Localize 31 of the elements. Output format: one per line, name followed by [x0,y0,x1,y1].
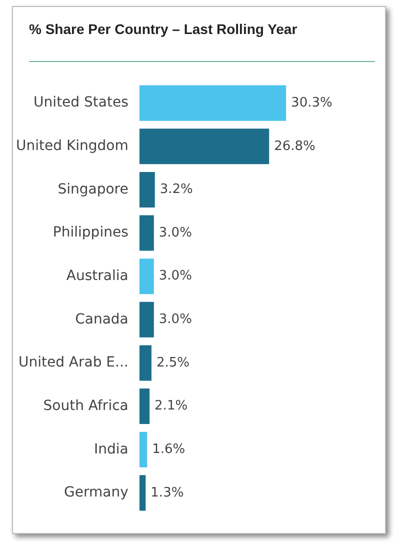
y-tick-label: Singapore [58,181,128,198]
bar [139,172,155,208]
data-label: 2.1% [154,398,188,414]
data-label: 1.3% [150,485,184,500]
chart-title: % Share Per Country – Last Rolling Year [28,20,298,37]
bar [139,215,154,251]
bar [139,85,286,121]
bar [139,258,154,294]
y-tick-label: Philippines [52,224,128,241]
bar [139,388,150,424]
data-label: 2.5% [156,355,190,370]
y-tick-label: United Arab E... [18,354,128,371]
y-tick-label: Canada [75,311,128,328]
data-label: 26.8% [274,138,316,154]
y-tick-label: United Kingdom [16,138,128,154]
data-label: 3.0% [158,268,192,284]
data-label: 3.2% [160,182,193,198]
y-tick-label: Germany [64,484,128,501]
bar [139,475,146,511]
y-tick-label: South Africa [43,398,128,414]
bar [139,128,270,164]
bar [139,432,148,468]
bar [139,302,154,338]
y-tick-label: Australia [66,268,128,284]
data-label: 30.3% [291,95,332,110]
bar [139,345,152,381]
y-tick-label: United States [34,94,128,111]
y-tick-label: India [94,441,128,458]
data-label: 1.6% [152,442,186,457]
data-label: 3.0% [158,312,192,328]
data-label: 3.0% [158,225,192,240]
